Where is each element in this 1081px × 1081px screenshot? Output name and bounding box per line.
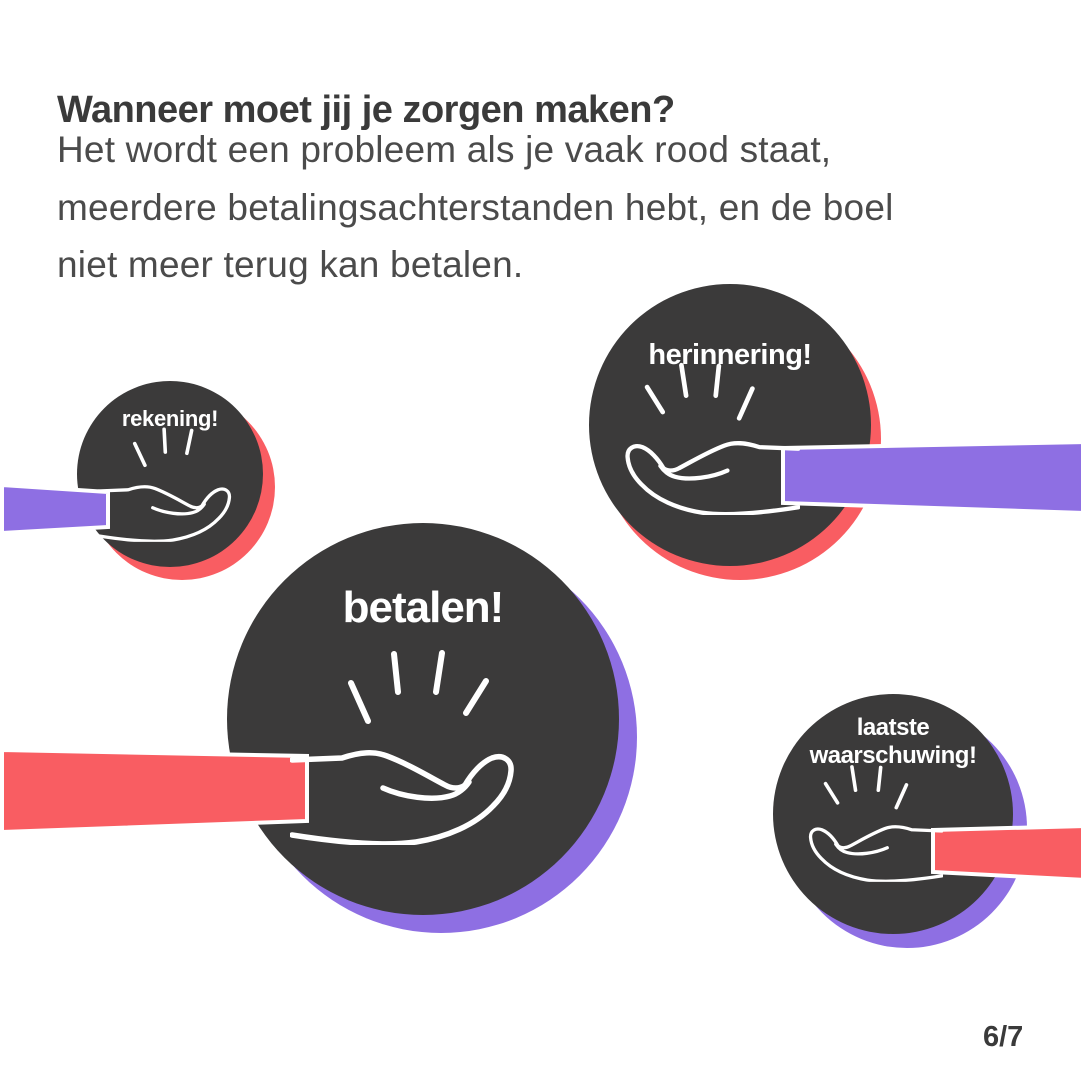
- open-hand-icon: [97, 422, 236, 542]
- badge-label: betalen!: [342, 583, 505, 632]
- badge-label-line: waarschuwing!: [809, 742, 977, 769]
- red-arm-icon: [931, 824, 1081, 882]
- badge-label: herinnering!: [648, 339, 812, 371]
- badge-circle-betalen: [227, 523, 619, 915]
- open-hand-icon: [619, 359, 800, 515]
- page-indicator: 6/7: [983, 1021, 1024, 1053]
- page-title: Wanneer moet jij je zorgen maken?: [57, 89, 675, 132]
- badge-label-line: laatste: [856, 714, 930, 741]
- intro-line: niet meer terug kan betalen.: [57, 244, 524, 285]
- badge-circle-herinnering: [589, 284, 871, 566]
- badge-label: laatste waarschuwing!: [773, 714, 1013, 770]
- red-arm-icon: [0, 747, 309, 835]
- intro-text: Het wordt een probleem als je vaak rood …: [57, 121, 1037, 294]
- purple-arm-icon: [0, 482, 110, 536]
- badge-label: rekening!: [121, 406, 219, 431]
- open-hand-icon: [804, 762, 943, 882]
- purple-arm-icon: [781, 440, 1081, 515]
- intro-line: meerdere betalingsachterstanden hebt, en…: [57, 186, 894, 228]
- open-hand-icon: [290, 645, 522, 845]
- intro-line: Het wordt een probleem als je vaak rood …: [57, 129, 832, 170]
- badge-circle-laatste-waarschuwing: [773, 694, 1013, 934]
